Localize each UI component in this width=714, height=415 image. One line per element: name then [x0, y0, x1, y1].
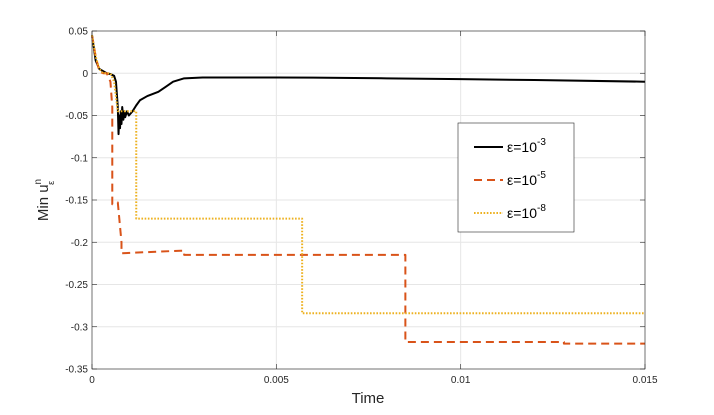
y-tick-label: 0	[82, 69, 88, 80]
y-tick-label: -0.35	[65, 365, 88, 376]
series-line-eps3	[91, 35, 646, 136]
series-layer	[91, 35, 646, 345]
x-tick-label: 0.005	[264, 375, 289, 386]
axis-ticks: 0 0.005 0.01 0.015 0.05 0 -0.05 -0.1 -0.15 -0.2 -0…	[65, 27, 658, 387]
legend-label-base: ε=10	[507, 205, 537, 221]
legend-label-base: ε=10	[507, 172, 537, 188]
legend-label-eps8: ε=10-8	[507, 203, 546, 221]
legend-label-exponent: -3	[537, 137, 546, 148]
legend-label-base: ε=10	[507, 139, 537, 155]
y-axis-title-sup: n	[33, 179, 44, 185]
x-tick-label: 0.015	[632, 375, 657, 386]
x-tick-label: 0.01	[451, 375, 471, 386]
series-line-eps5	[91, 35, 645, 345]
y-axis-title-sub: ε	[46, 181, 56, 185]
y-tick-label: -0.1	[71, 153, 89, 164]
y-tick-label: -0.15	[65, 196, 88, 207]
x-axis-title: Time	[352, 390, 385, 407]
y-tick-label: -0.25	[65, 280, 88, 291]
legend-label-eps5: ε=10-5	[507, 170, 546, 188]
series-line-eps8	[91, 35, 645, 315]
y-axis-title: Min un ε	[33, 179, 56, 221]
x-tick-label: 0	[89, 375, 95, 386]
y-axis-title-base: Min u	[35, 184, 52, 221]
legend-label-exponent: -5	[537, 170, 546, 181]
y-tick-label: -0.2	[71, 238, 89, 249]
y-tick-label: -0.05	[65, 111, 88, 122]
y-tick-label: 0.05	[69, 27, 89, 38]
y-tick-label: -0.3	[71, 322, 89, 333]
legend: ε=10-3ε=10-5ε=10-8	[457, 122, 575, 233]
legend-label-exponent: -8	[537, 203, 546, 214]
legend-label-eps3: ε=10-3	[507, 137, 546, 155]
